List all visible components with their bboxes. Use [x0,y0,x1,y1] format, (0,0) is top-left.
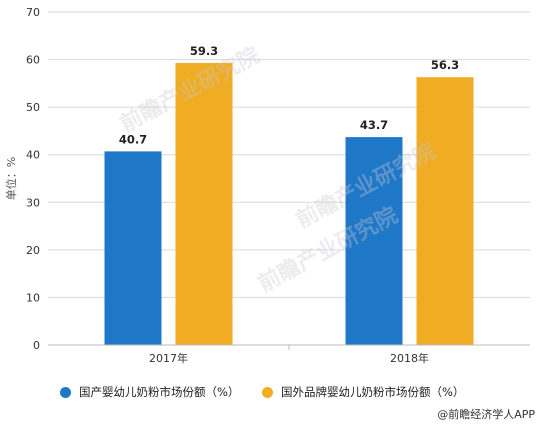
bar-foreign-0 [175,62,233,345]
x-tick-label: 2018年 [390,351,429,365]
y-axis-label: 单位：% [4,157,18,200]
legend: 国产婴幼儿奶粉市场份额（%） 国外品牌婴幼儿奶粉市场份额（%） [0,384,541,402]
bars [104,62,474,346]
y-tick-label: 20 [26,244,40,257]
x-axis-ticks: 2017年 2018年 [149,345,429,365]
y-tick-label: 0 [33,339,40,352]
legend-swatch-foreign [262,386,273,398]
y-tick-label: 30 [26,196,40,209]
legend-label-domestic: 国产婴幼儿奶粉市场份额（%） [79,385,240,399]
bar-domestic-0 [104,151,162,345]
y-tick-label: 50 [26,101,40,114]
legend-item-domestic: 国产婴幼儿奶粉市场份额（%） [60,384,239,400]
x-tick-label: 2017年 [149,351,188,365]
bar-foreign-1 [416,77,474,346]
y-tick-label: 70 [26,6,40,19]
legend-swatch-domestic [60,386,71,398]
y-axis-ticks: 0 10 20 30 40 50 60 70 [26,6,40,352]
data-label: 56.3 [431,58,459,72]
bar-domestic-1 [345,137,403,345]
y-tick-label: 40 [26,149,40,162]
data-label: 59.3 [190,44,218,58]
y-tick-label: 60 [26,54,40,67]
y-tick-label: 10 [26,291,40,304]
source-credit: @前瞻经济学人APP [437,408,535,421]
data-label: 43.7 [360,118,388,132]
data-label: 40.7 [119,132,147,146]
legend-label-foreign: 国外品牌婴幼儿奶粉市场份额（%） [281,385,465,399]
legend-item-foreign: 国外品牌婴幼儿奶粉市场份额（%） [262,384,464,400]
value-labels: 40.7 59.3 43.7 56.3 [119,44,459,146]
